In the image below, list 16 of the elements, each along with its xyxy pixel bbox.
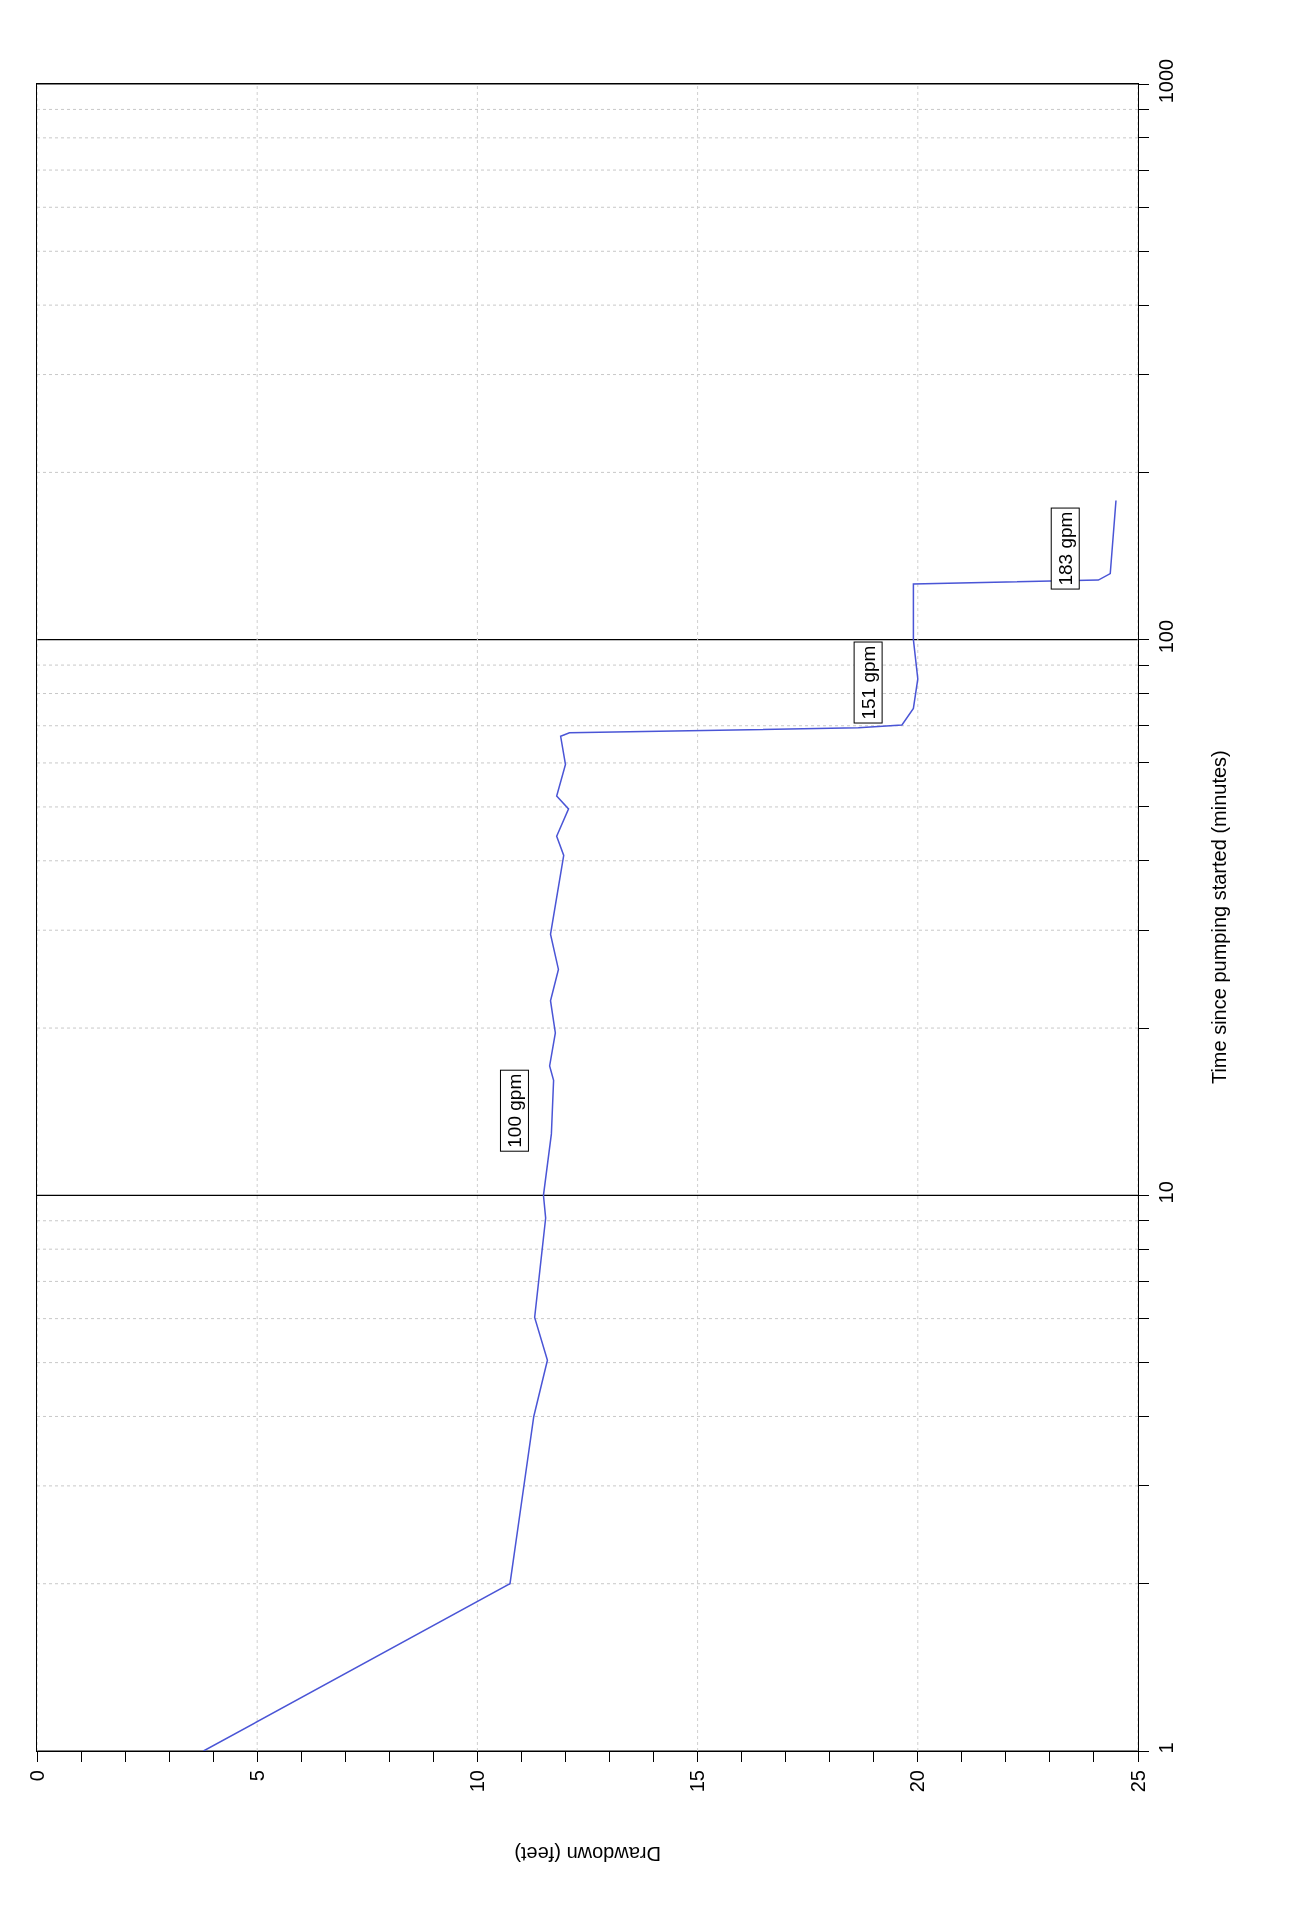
y-tick-label: 100 xyxy=(1155,619,1177,654)
x-tick-label: 5 xyxy=(245,1770,268,1782)
annotation: 183 gpm xyxy=(1054,511,1076,586)
x-tick-label: 20 xyxy=(906,1770,929,1793)
y-axis-title: Time since pumping started (minutes) xyxy=(1208,750,1231,1085)
x-tick-label: 10 xyxy=(465,1770,488,1793)
x-tick-label: 0 xyxy=(25,1770,48,1782)
x-axis-title: Drawdown (feet) xyxy=(514,1843,661,1866)
x-tick-label: 25 xyxy=(1126,1770,1149,1793)
y-tick-label: 1000 xyxy=(1155,58,1177,104)
annotation: 151 gpm xyxy=(857,645,879,720)
annotation: 100 gpm xyxy=(503,1073,525,1148)
x-tick-label: 15 xyxy=(686,1770,709,1793)
y-tick-label: 1 xyxy=(1155,1742,1177,1754)
y-tick-label: 10 xyxy=(1155,1181,1177,1204)
line-series xyxy=(202,499,1117,1751)
